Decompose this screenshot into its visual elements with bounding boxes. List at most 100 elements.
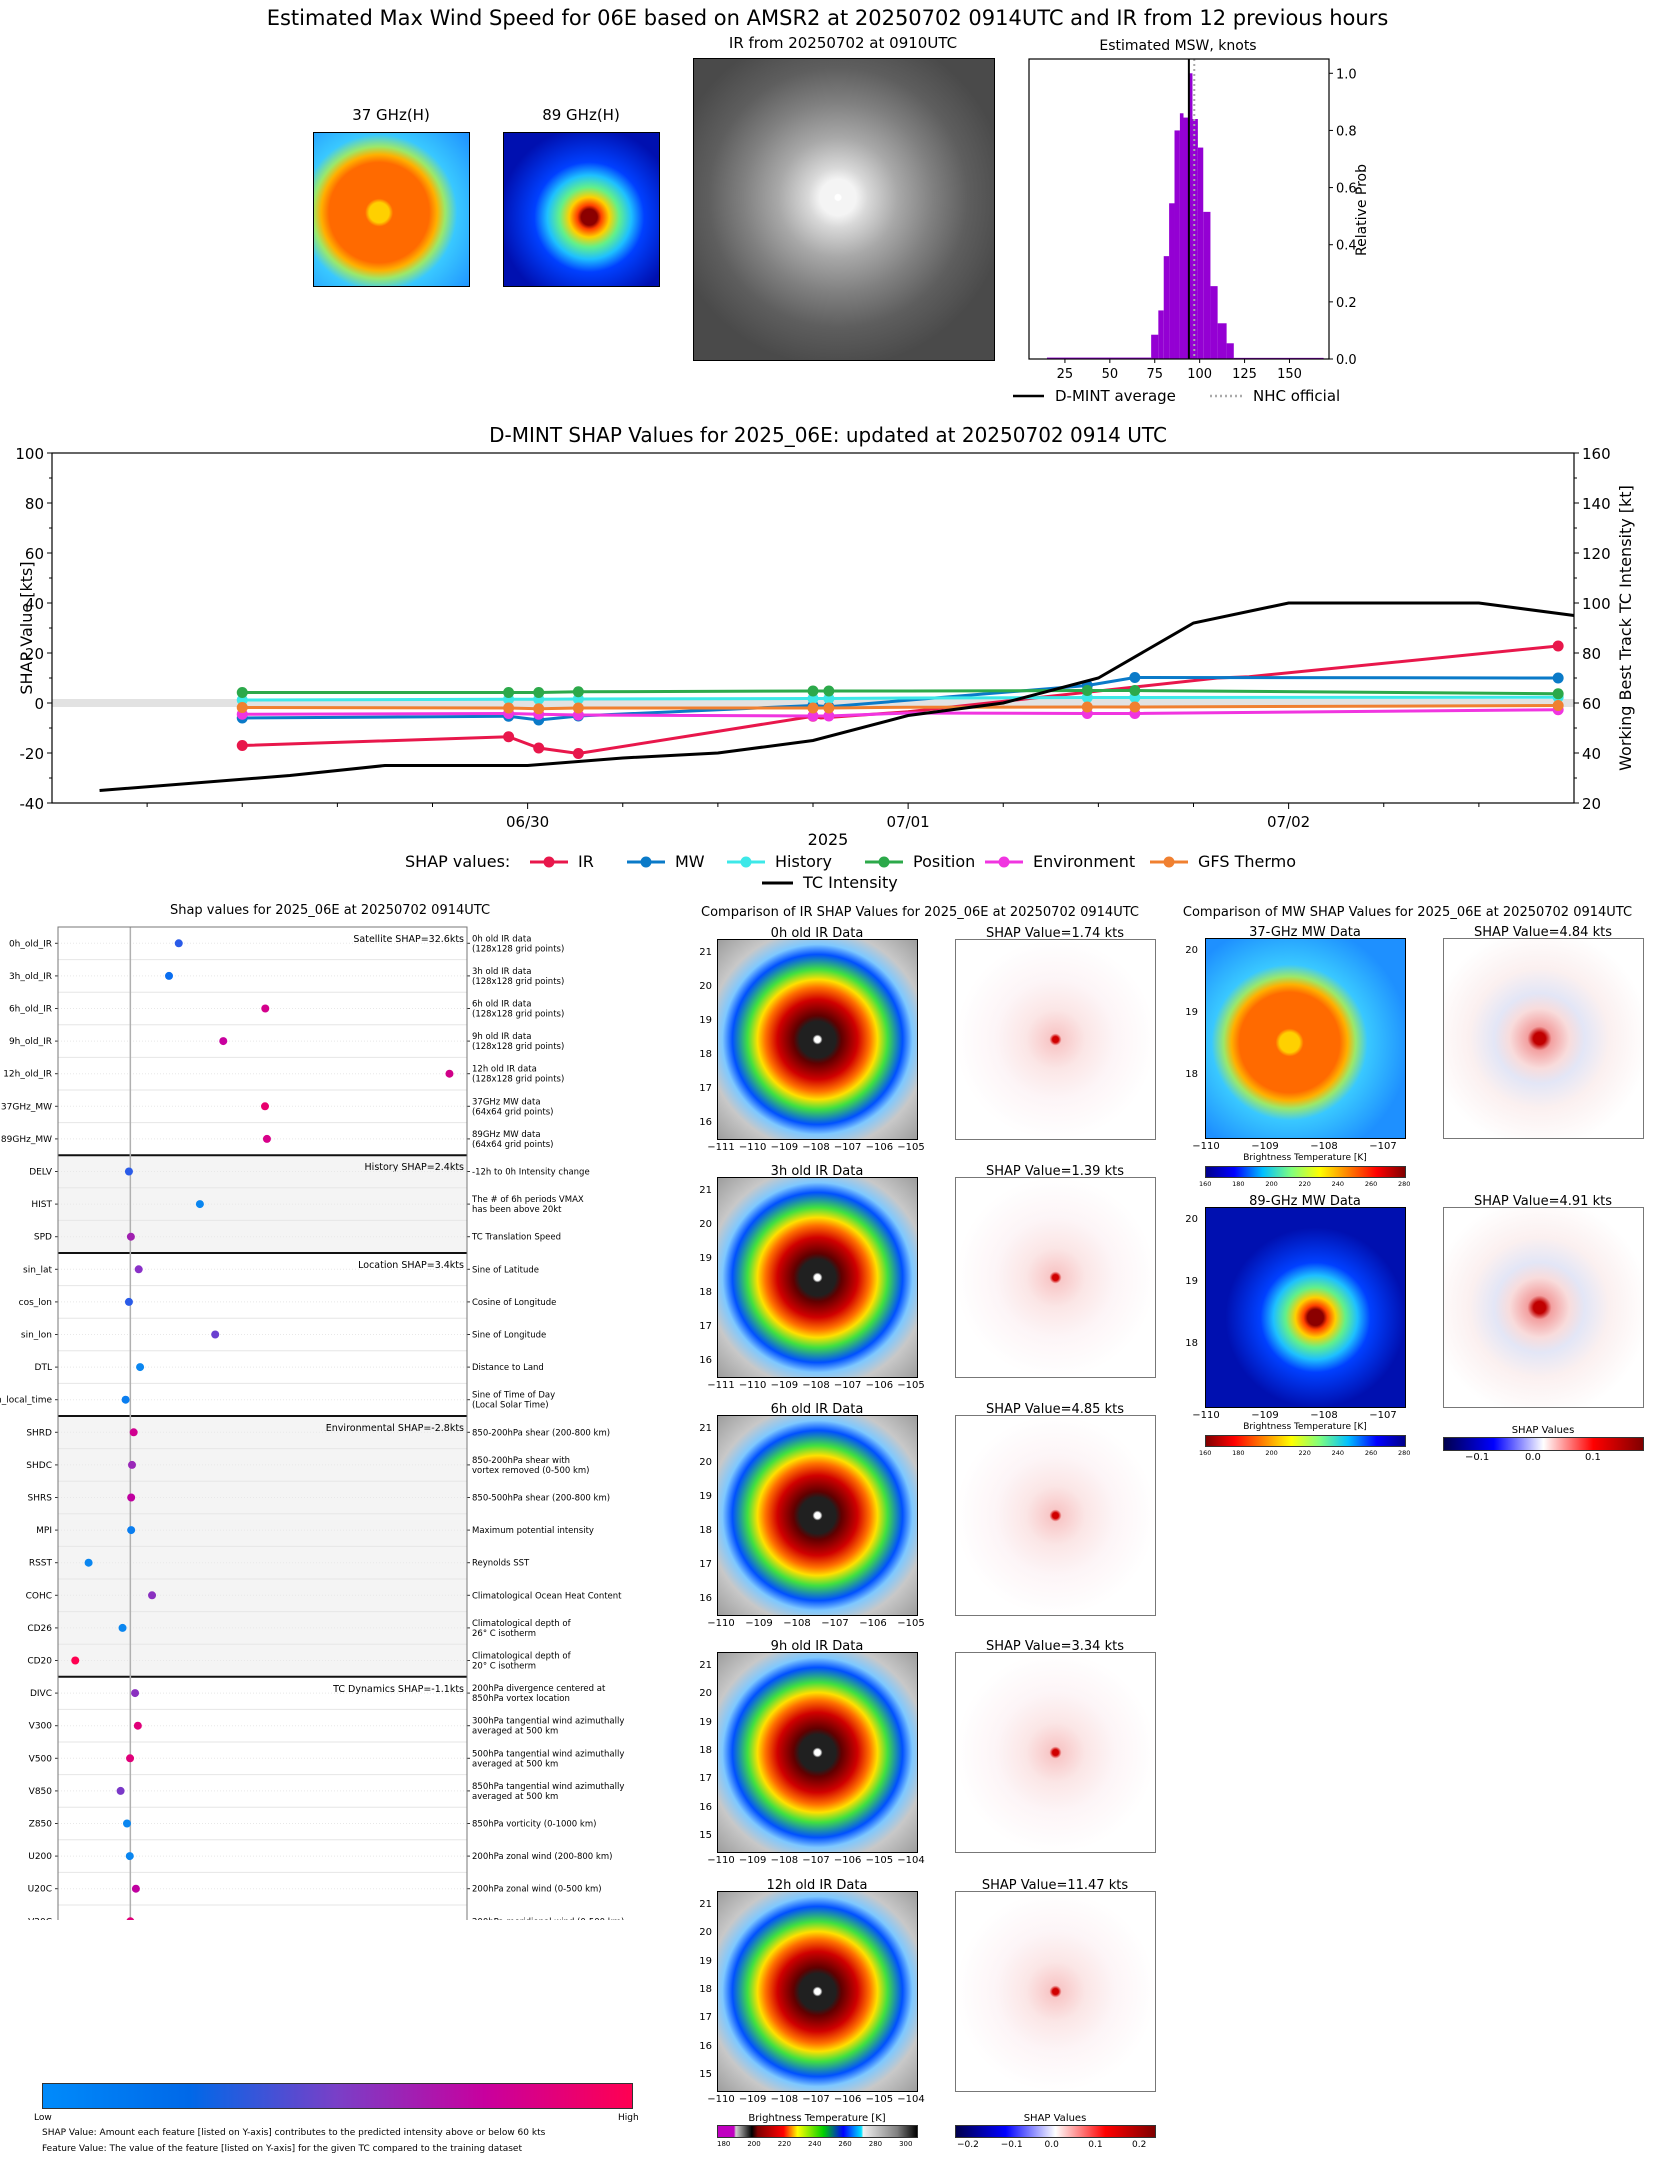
ir-panel-ytick: 17 [699,1083,712,1094]
ir-panel-ytick: 21 [699,1899,712,1910]
ir-shap-image [955,1177,1156,1378]
feature-description: 9h old IR data [472,1032,531,1042]
ir-bt-colorbar-tick: 240 [808,2140,822,2148]
ir-panel-xtick: −106 [865,1380,894,1391]
mw-shap-colorbar-tick: −0.1 [1465,1452,1490,1463]
series-marker-gfs-thermo [807,702,819,714]
ir-panel-xtick: −105 [897,1618,925,1629]
series-marker-position [1129,685,1141,696]
feature-name-label: 9h_old_IR [9,1037,52,1047]
feature-description: (64x64 grid points) [472,1140,553,1150]
feature-description: Climatological depth of [472,1619,572,1629]
ytick-label: 20 [25,645,44,663]
ir-shap-image [955,1652,1156,1853]
series-marker-gfs-thermo [572,702,584,714]
mw-shap-colorbar-tick: 0.0 [1525,1452,1541,1463]
feature-shap-dot [127,1526,136,1535]
ir-panel-ytick: 18 [699,1745,712,1756]
feature-name-label: Z850 [29,1820,53,1830]
ytick-label: 80 [25,495,44,513]
legend-label: MW [675,852,705,871]
y2tick-label: 140 [1582,495,1611,513]
ir-panel-xtick: −108 [770,2094,799,2105]
feature-description: 300hPa tangential wind azimuthally [472,1717,624,1727]
mw-panel-image [1205,1207,1406,1408]
feature-description: Sine of Time of Day [472,1391,555,1401]
feature-name-label: MPI [36,1526,52,1536]
mw37-title: 37 GHz(H) [352,106,430,124]
mw-bt-colorbar-tick: 240 [1331,1449,1345,1457]
y2tick-label: 100 [1582,595,1611,613]
ytick-label: 100 [15,445,44,463]
feature-description: 3h old IR data [472,967,531,977]
ir-bt-colorbar-tick: 220 [777,2140,792,2148]
feature-shap-dot [195,1200,204,1209]
ir-panel-xtick: −109 [770,1380,799,1391]
histogram-ytick-label: 0.2 [1336,296,1357,311]
feature-shap-dot [126,1917,135,1920]
mw-shap-image [1443,938,1644,1139]
ir-panel-ytick: 18 [699,1525,712,1536]
feature-name-label: 12h_old_IR [3,1070,52,1080]
ir-panel-title: 6h old IR Data [770,1402,864,1417]
mw-panel-ytick: 19 [1185,1007,1198,1018]
feature-shap-dot [174,939,183,948]
ir-panel-xtick: −110 [738,1380,767,1391]
legend-label: History [775,852,832,871]
feature-description: Reynolds SST [472,1559,530,1569]
ir-panel-xtick: −109 [738,2094,767,2105]
feature-name-label: 0h_old_IR [9,939,52,949]
feature-name-label: SHRS [28,1494,53,1504]
series-marker-gfs-thermo [1129,701,1141,713]
series-marker-gfs-thermo [1552,700,1564,711]
ir-shap-title: SHAP Value=1.74 kts [986,926,1124,941]
y2tick-label: 60 [1582,695,1601,713]
main-title: Estimated Max Wind Speed for 06E based o… [266,6,1389,30]
ir-panel-title: 3h old IR Data [770,1164,864,1179]
ir-bt-colorbar-tick: 180 [717,2140,731,2148]
series-marker-ir [572,748,584,759]
series-marker-position [823,685,835,697]
ir-panel-image [717,939,918,1140]
feature-shap-dot [133,1721,142,1730]
group-band-tc-dynamics [58,1676,467,1920]
ir-panel-ytick: 19 [699,1491,712,1502]
series-marker-position [1081,685,1093,696]
histogram-xtick-label: 50 [1102,367,1119,382]
ir-panel-xtick: −106 [859,1618,887,1629]
feature-shap-dot [136,1363,145,1372]
series-marker-gfs-thermo [236,702,248,713]
timeseries-title: D-MINT SHAP Values for 2025_06E: updated… [489,423,1167,447]
ir-panel-xtick: −108 [802,1380,830,1391]
mw-panel-xtick: −109 [1251,1141,1279,1152]
feature-description: vortex removed (0-500 km) [472,1466,589,1476]
ir-panel-ytick: 18 [699,1049,712,1060]
ir-panel-ytick: 20 [699,1688,712,1700]
feature-description: 850-500hPa shear (200-800 km) [472,1494,610,1504]
feature-name-label: CD20 [27,1657,52,1667]
ir-shap-title: SHAP Value=3.34 kts [986,1639,1124,1654]
histogram-xtick-label: 100 [1187,367,1212,382]
histogram-xtick-label: 25 [1057,367,1074,382]
feature-shap-dot [126,1232,135,1241]
mw-bt-colorbar-tick: 200 [1265,1180,1278,1188]
ir-panel-ytick: 21 [699,1185,712,1196]
feature-description: has been above 20kt [472,1205,562,1215]
feature-description: Distance to Land [472,1363,544,1373]
shap-timeseries-chart: D-MINT SHAP Values for 2025_06E: updated… [15,423,1635,892]
ir-panel-ytick: 16 [699,1355,712,1366]
mw-panel-xtick: −107 [1369,1410,1397,1421]
ir-shap-image [955,939,1156,1140]
feature-description: (64x64 grid points) [472,1107,553,1117]
series-line-gfs-thermo [242,704,1559,711]
y2tick-label: 80 [1582,645,1601,663]
series-marker-gfs-thermo [533,703,545,715]
ir-bt-colorbar-label: Brightness Temperature [K] [748,2113,886,2124]
feature-description: Climatological depth of [472,1652,572,1662]
feature-name-label: U200 [28,1852,52,1862]
feature-description: averaged at 500 km [472,1727,558,1737]
ir-shap-colorbar-tick: 0.1 [1088,2140,1103,2150]
ir-panel-xtick: −110 [738,1142,767,1153]
feature-value-footnote: Feature Value: The value of the feature … [42,2144,523,2154]
legend-label: Environment [1033,852,1135,871]
